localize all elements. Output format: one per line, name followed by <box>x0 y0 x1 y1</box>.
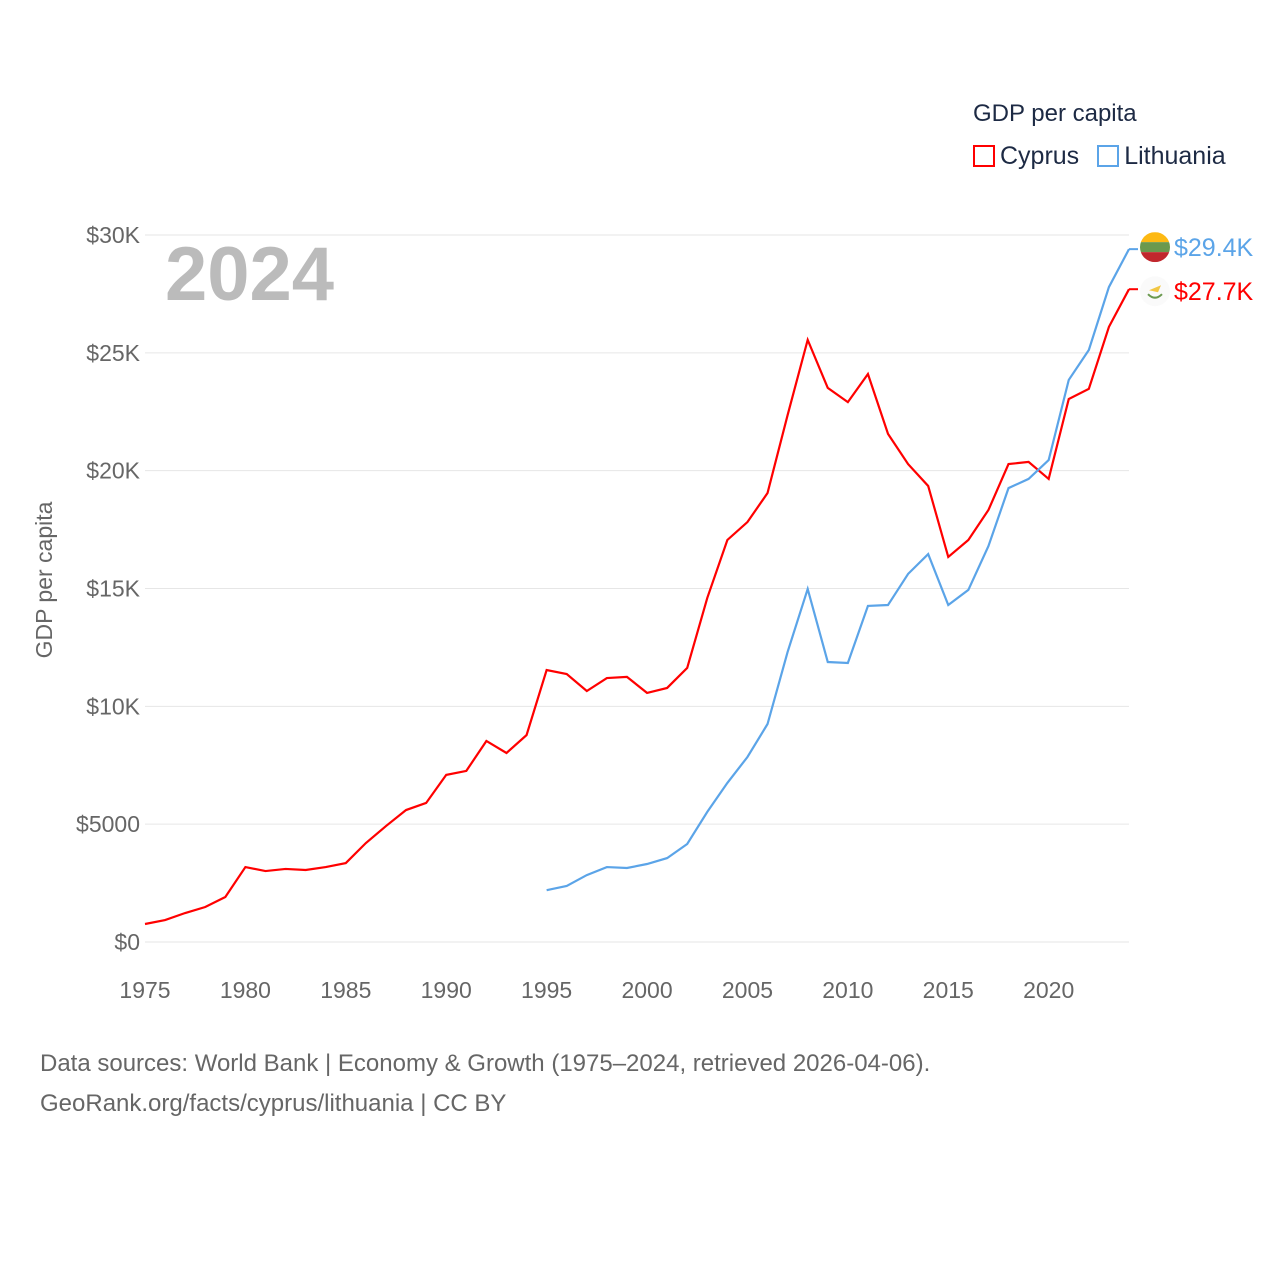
series-line-cyprus <box>144 288 1130 926</box>
stripe-red <box>1140 252 1170 263</box>
flag-island <box>1149 285 1161 293</box>
legend-swatch-cyprus <box>973 145 995 167</box>
y-tick-label: $5000 <box>76 811 140 837</box>
source-link[interactable]: GeoRank.org/facts/cyprus/lithuania | CC … <box>40 1090 507 1117</box>
legend-item-lithuania[interactable]: Lithuania <box>1097 142 1226 171</box>
end-value-label: $27.7K <box>1174 278 1254 306</box>
y-tick-label: $0 <box>114 929 140 955</box>
x-tick-label: 2000 <box>621 977 672 1003</box>
source-text: Data sources: World Bank | Economy & Gro… <box>40 1050 931 1077</box>
flag-branches <box>1147 293 1163 299</box>
x-tick-label: 1975 <box>119 977 170 1003</box>
x-tick-label: 1980 <box>220 977 271 1003</box>
x-tick-label: 2005 <box>722 977 773 1003</box>
stripe-green <box>1140 242 1170 253</box>
legend-label: Lithuania <box>1124 142 1226 170</box>
legend: Cyprus Lithuania <box>973 142 1226 171</box>
lithuania-flag-icon <box>1140 232 1170 263</box>
series-line-lithuania <box>546 248 1130 892</box>
stripe-yellow <box>1140 232 1170 243</box>
y-tick-label: $25K <box>86 340 140 366</box>
legend-swatch-lithuania <box>1097 145 1120 167</box>
y-tick-label: $20K <box>86 458 140 484</box>
flag-stripes <box>1140 232 1170 263</box>
x-tick-label: 2020 <box>1023 977 1074 1003</box>
legend-item-cyprus[interactable]: Cyprus <box>973 142 1079 171</box>
x-tick-label: 1995 <box>521 977 572 1003</box>
end-value-label: $29.4K <box>1174 234 1254 262</box>
cyprus-flag-icon <box>1140 276 1170 307</box>
x-tick-label: 2010 <box>822 977 873 1003</box>
footer: Data sources: World Bank | Economy & Gro… <box>40 1044 930 1124</box>
y-axis-label: GDP per capita <box>31 501 57 658</box>
year-label: 2024 <box>165 232 334 317</box>
y-tick-label: $10K <box>86 693 140 719</box>
y-tick-label: $30K <box>86 222 140 248</box>
x-tick-label: 1990 <box>421 977 472 1003</box>
x-tick-label: 1985 <box>320 977 371 1003</box>
legend-label: Cyprus <box>1000 142 1080 170</box>
legend-title: GDP per capita <box>973 100 1137 127</box>
x-tick-label: 2015 <box>923 977 974 1003</box>
y-tick-label: $15K <box>86 576 140 602</box>
